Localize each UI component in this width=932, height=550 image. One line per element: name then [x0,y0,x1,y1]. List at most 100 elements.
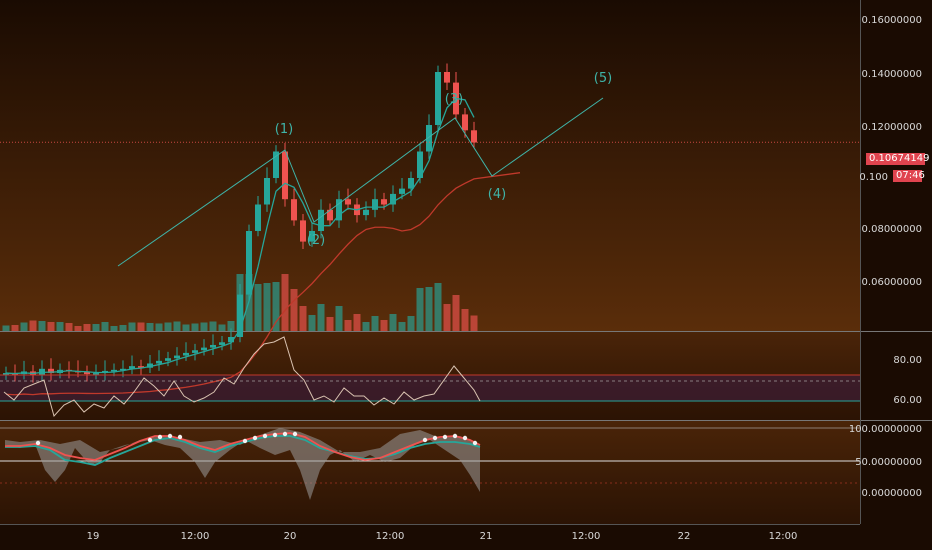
volume-bar [47,322,55,331]
candle-body [228,337,234,343]
candle-body [336,199,342,221]
rsi-tick: 60.00 [893,395,922,406]
volume-bar [344,320,352,331]
stoch-signal-dot [432,435,438,441]
candle-body [201,347,207,351]
candle-body [237,294,243,337]
volume-bar [74,326,82,331]
candle-body [318,209,324,231]
candle-body [165,358,171,361]
candle-body [138,366,144,368]
time-tick: 21 [479,531,493,542]
time-tick: 12:00 [375,531,405,542]
candle-body [345,199,351,205]
current-price-badge: 0.10674149 [866,153,929,165]
volume-bar [317,304,325,331]
volume-bar [11,325,19,331]
candle-body [273,151,279,178]
stoch-signal-dot [157,434,163,440]
candle-body [372,199,378,210]
candle-body [300,220,306,242]
candle-body [417,151,423,178]
stoch-signal-dot [442,434,448,440]
volume-bar [389,314,397,331]
volume-bar [425,287,433,331]
stoch-signal-dot [422,437,428,443]
stoch-signal-dot [252,435,258,441]
candle-body [3,373,9,375]
stoch-histogram-area [5,428,480,500]
volume-bar [182,324,190,331]
volume-bar [461,309,469,331]
stoch-signal-dot [147,437,153,443]
wave-label-4: (4) [487,187,507,202]
volume-bar [56,322,64,331]
rsi-line [3,336,481,418]
stoch-tick: 100.00000000 [848,424,922,435]
price-tick-partial: 0.100 [859,172,888,183]
price-tick: 0.14000000 [861,69,922,80]
candle-body [309,231,315,242]
volume-bar [335,306,343,331]
candle-body [444,72,450,83]
candle-body [408,178,414,189]
stoch-tick: 0.00000000 [861,488,922,499]
candle-body [264,178,270,205]
stoch-indicator [0,427,860,500]
volume-bar [362,322,370,331]
stoch-signal-dot [462,435,468,441]
candle-body [435,72,441,125]
stoch-signal-dot [35,440,41,446]
volume-bar [164,322,172,331]
wave-label-3: (3) [444,92,464,107]
candle-countdown: 07:46 [893,170,925,182]
volume-bar [128,322,136,331]
volume-bar [452,295,460,331]
volume-bar [101,322,109,331]
volume-bar [38,321,46,331]
volume-bar [119,325,127,331]
volume-bar [398,322,406,331]
stoch-tick: 50.00000000 [855,457,922,468]
time-tick: 12:00 [571,531,601,542]
candle-body [390,193,396,205]
volume-bar [92,324,100,331]
volume-bar [254,284,262,331]
volume-bar [443,304,451,331]
volume-bar [146,323,154,331]
wave-path [117,97,604,267]
stoch-signal-dot [292,431,298,437]
volume-bar [110,326,118,331]
volume-bar [353,314,361,331]
volume-bar [416,288,424,331]
wave-label-2: (2) [306,233,326,248]
candlesticks [3,63,477,383]
volume-bar [200,322,208,331]
price-tick: 0.08000000 [861,224,922,235]
stoch-signal-dot [242,438,248,444]
price-tick: 0.16000000 [861,15,922,26]
candle-body [210,344,216,348]
main-pane [0,0,860,331]
candle-body [156,360,162,364]
stoch-signal-dot [262,433,268,439]
volume-bar [155,323,163,331]
candle-body [381,199,387,205]
elliott-waves [117,97,604,267]
candle-body [255,204,261,231]
ma-fast-line [5,97,475,375]
price-tick: 0.12000000 [861,122,922,133]
volume-bar [2,325,10,331]
candle-body [291,199,297,221]
volume-bar [173,321,181,331]
volume-bar [470,315,478,331]
stoch-signal-dot [472,440,478,446]
candle-body [282,151,288,200]
rsi-tick: 80.00 [893,355,922,366]
candle-body [84,371,90,375]
stoch-signal-dot [177,434,183,440]
wave-label-1: (1) [274,122,294,137]
candle-body [120,368,126,371]
volume-bar [209,321,217,331]
